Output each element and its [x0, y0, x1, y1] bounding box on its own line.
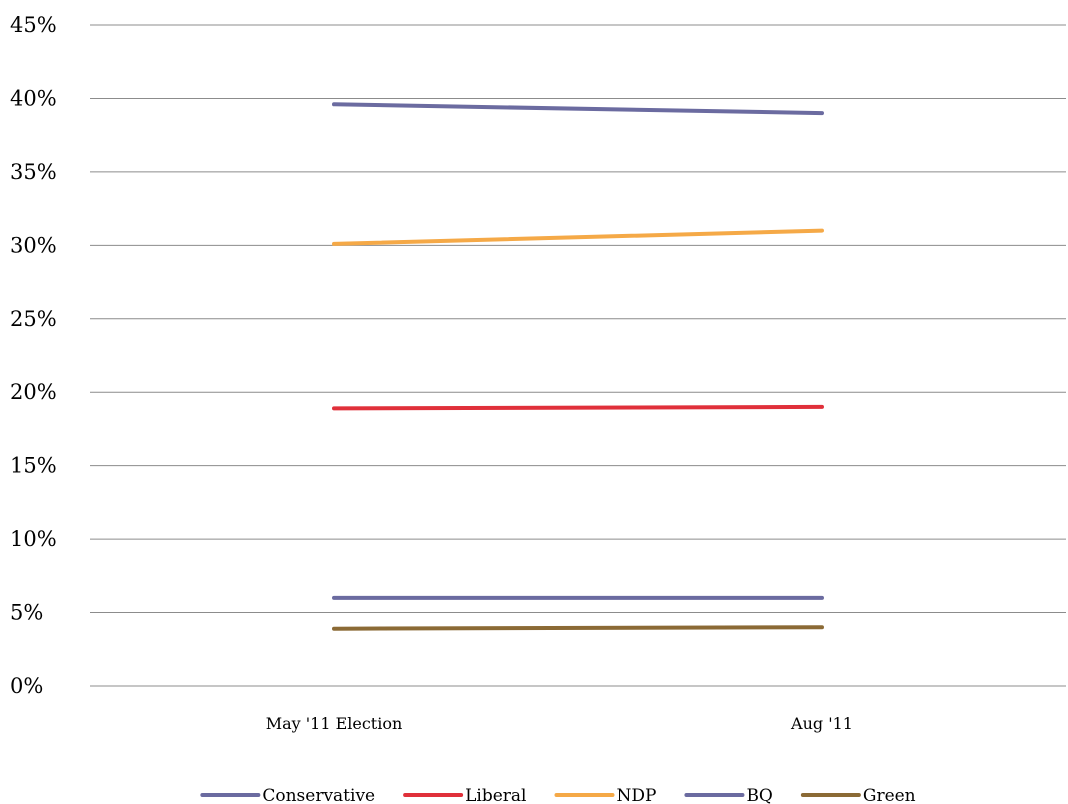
y-tick-label: 15% — [10, 454, 57, 478]
series-line-liberal — [332, 404, 824, 411]
y-tick-label: 45% — [10, 13, 57, 37]
y-tick-label: 10% — [10, 527, 57, 551]
y-tick-label: 5% — [10, 601, 43, 625]
gridlines — [90, 24, 1066, 687]
legend-label: Green — [863, 786, 916, 804]
legend-label: Conservative — [262, 786, 375, 804]
x-axis-category-labels: May '11 Election Aug '11 — [266, 714, 853, 733]
legend-label: BQ — [746, 786, 772, 804]
x-tick-label: Aug '11 — [790, 714, 853, 733]
y-axis-tick-labels: 0% 5% 10% 15% 20% 25% 30% 35% 40% 45% — [10, 13, 57, 698]
x-tick-label: May '11 Election — [266, 714, 403, 733]
legend-label: NDP — [616, 786, 656, 804]
y-tick-label: 30% — [10, 233, 57, 257]
series-line-conservative — [332, 102, 824, 116]
legend-label: Liberal — [465, 786, 526, 804]
y-tick-label: 20% — [10, 380, 57, 404]
y-tick-label: 35% — [10, 160, 57, 184]
series-line-green — [332, 625, 824, 631]
series-lines — [332, 102, 824, 631]
y-tick-label: 0% — [10, 674, 43, 698]
y-tick-label: 25% — [10, 307, 57, 331]
series-line-ndp — [332, 228, 824, 246]
y-tick-label: 40% — [10, 86, 57, 110]
legend: Conservative Liberal NDP BQ Green — [200, 786, 916, 804]
